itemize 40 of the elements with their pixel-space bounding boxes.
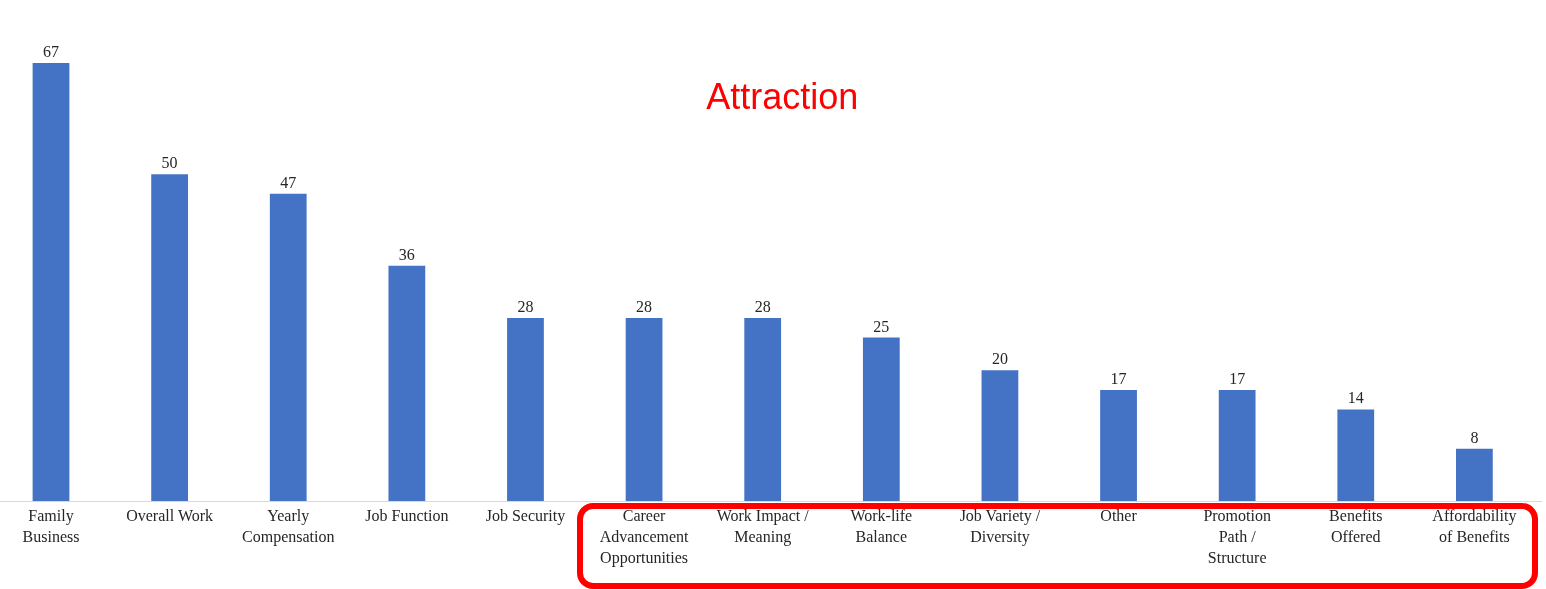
- x-tick-label: Affordability of Benefits: [1432, 507, 1517, 545]
- x-tick-label: Benefits Offered: [1329, 507, 1383, 545]
- x-tick-label: Job Variety / Diversity: [959, 507, 1041, 546]
- data-label: 28: [636, 297, 653, 315]
- data-label: 20: [991, 350, 1008, 368]
- x-tick-label: Yearly Compensation: [242, 507, 335, 546]
- data-label: 25: [873, 317, 890, 335]
- bar: [1218, 389, 1256, 501]
- x-tick-label: Work Impact / Meaning: [716, 507, 810, 546]
- bar: [625, 317, 663, 501]
- x-tick-label: Work-life Balance: [850, 507, 913, 545]
- x-tick-label: Job Security: [485, 507, 566, 526]
- data-label: 8: [1470, 428, 1479, 446]
- data-label: 14: [1347, 389, 1364, 407]
- data-label: 28: [517, 297, 534, 315]
- x-tick-label: Promotion Path / Structure: [1203, 507, 1271, 566]
- bar: [744, 317, 782, 501]
- bar: [1100, 389, 1137, 501]
- chart-title: Attraction: [706, 75, 859, 117]
- bar: [32, 63, 70, 501]
- data-label: 50: [161, 154, 178, 172]
- data-label: 67: [43, 43, 60, 61]
- data-label: 47: [280, 173, 297, 191]
- data-label: 28: [754, 297, 771, 315]
- bar: [269, 193, 307, 501]
- data-label: 36: [398, 245, 415, 263]
- data-label: 17: [1110, 369, 1127, 387]
- bar: [1456, 448, 1493, 501]
- x-tick-label: Job Function: [365, 507, 449, 525]
- bar: [981, 370, 1019, 501]
- bar: [388, 265, 426, 501]
- x-tick-label: Overall Work: [126, 507, 214, 525]
- bar: [507, 317, 544, 501]
- data-label: 17: [1229, 369, 1246, 387]
- bar: [1337, 409, 1375, 501]
- bar: [151, 174, 189, 501]
- x-tick-label: Family Business: [22, 507, 80, 545]
- bar: [862, 337, 900, 501]
- x-tick-label: Career Advancement Opportunities: [599, 507, 690, 567]
- x-tick-label: Other: [1100, 507, 1138, 525]
